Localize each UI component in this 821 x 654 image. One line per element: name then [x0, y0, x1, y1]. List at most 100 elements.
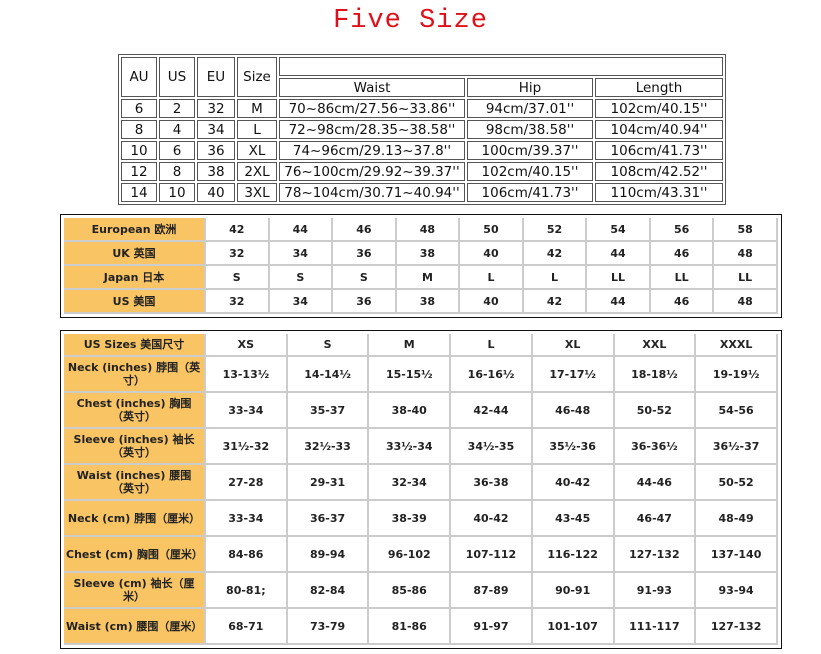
page-title: Five Size — [333, 6, 488, 36]
row-label: Neck (cm) 脖围（厘米） — [64, 501, 206, 537]
us-measurement-table: US Sizes 美国尺寸 XS S M L XL XXL XXXL Neck (inches)… — [57, 327, 785, 652]
table-cell: 19-19½ — [696, 357, 778, 393]
table-row: 14 10 40 3XL 78~104cm/30.71~40.94'' 106cm/41.… — [121, 183, 723, 202]
table-cell: 40-42 — [532, 465, 615, 501]
table-cell: 32 — [206, 242, 270, 266]
table-cell: 38 — [396, 290, 461, 314]
table-cell: 36 — [333, 242, 397, 266]
table-cell: 44 — [587, 290, 651, 314]
table-cell: 81-86 — [369, 609, 452, 645]
table-cell: 42-44 — [451, 393, 533, 429]
table-cell: 46-48 — [532, 393, 615, 429]
size-table: AU US EU Size Waist Hip Length 6 2 32 M 70~8… — [118, 54, 726, 205]
table-row: Sleeve (cm) 袖长（厘米） 80-81; 82-84 85-86 87-89 9… — [64, 573, 778, 609]
table-cell: 36 — [197, 141, 235, 160]
table-row: European 欧洲 42 44 46 48 50 52 54 56 58 — [64, 218, 778, 242]
table-cell: 85-86 — [369, 573, 452, 609]
table-cell: 2 — [159, 99, 195, 118]
table-cell: LL — [714, 266, 778, 290]
table-cell: 46 — [333, 218, 397, 242]
table-row: Neck (inches) 脖围（英寸） 13-13½ 14-14½ 15-15½ 16… — [64, 357, 778, 393]
table-cell: 54-56 — [696, 393, 778, 429]
table-row: 10 6 36 XL 74~96cm/29.13~37.8'' 100cm/39.37''… — [121, 141, 723, 160]
table-cell: 98cm/38.58'' — [467, 120, 593, 139]
table-cell: 107-112 — [451, 537, 533, 573]
table-row: 8 4 34 L 72~98cm/28.35~38.58'' 98cm/38.58'' 10… — [121, 120, 723, 139]
table-cell: 90-91 — [532, 573, 615, 609]
table-row: Sleeve (inches) 袖长（英寸） 31½-32 32½-33 33½-34… — [64, 429, 778, 465]
table-cell: 42 — [523, 242, 588, 266]
table-cell: 34 — [197, 120, 235, 139]
table-cell: 29-31 — [287, 465, 370, 501]
row-label: Japan 日本 — [64, 266, 206, 290]
table-cell: 46-47 — [614, 501, 697, 537]
header-length: Length — [595, 78, 723, 97]
table-cell: 38 — [396, 242, 461, 266]
table-cell: 102cm/40.15'' — [595, 99, 723, 118]
table-cell: 14 — [121, 183, 157, 202]
table-cell: 42 — [523, 290, 588, 314]
size-header: XXXL — [696, 334, 778, 357]
table-cell: 32 — [206, 290, 270, 314]
header-blank — [279, 57, 723, 76]
table-cell: 18-18½ — [614, 357, 697, 393]
table-cell: M — [396, 266, 461, 290]
table-cell: L — [237, 120, 277, 139]
row-label: Chest (inches) 胸围（英寸） — [64, 393, 206, 429]
header-hip: Hip — [467, 78, 593, 97]
table-cell: 100cm/39.37'' — [467, 141, 593, 160]
table-cell: 8 — [121, 120, 157, 139]
table-cell: 52 — [523, 218, 588, 242]
table-cell: 108cm/42.52'' — [595, 162, 723, 181]
row-label: Chest (cm) 胸围（厘米） — [64, 537, 206, 573]
row-label: Sleeve (cm) 袖长（厘米） — [64, 573, 206, 609]
header-us: US — [159, 57, 195, 97]
table-cell: S — [269, 266, 334, 290]
table-cell: 33-34 — [206, 393, 288, 429]
table-row: Chest (inches) 胸围（英寸） 33-34 35-37 38-40 42-4… — [64, 393, 778, 429]
table-cell: 111-117 — [614, 609, 697, 645]
table-cell: 127-132 — [696, 609, 778, 645]
table-cell: 4 — [159, 120, 195, 139]
table-cell: L — [460, 266, 524, 290]
table-cell: 106cm/41.73'' — [595, 141, 723, 160]
table-cell: 87-89 — [451, 573, 533, 609]
table-cell: 33-34 — [206, 501, 288, 537]
row-label: Neck (inches) 脖围（英寸） — [64, 357, 206, 393]
table-cell: 33½-34 — [369, 429, 452, 465]
table-cell: 16-16½ — [451, 357, 533, 393]
table-cell: 38 — [197, 162, 235, 181]
table-cell: 27-28 — [206, 465, 288, 501]
table-cell: 12 — [121, 162, 157, 181]
header-size: Size — [237, 57, 277, 97]
size-header: XS — [206, 334, 288, 357]
table-cell: 104cm/40.94'' — [595, 120, 723, 139]
table-cell: 82-84 — [287, 573, 370, 609]
row-label: Sleeve (inches) 袖长（英寸） — [64, 429, 206, 465]
table-cell: 31½-32 — [206, 429, 288, 465]
table-cell: M — [237, 99, 277, 118]
table-cell: S — [206, 266, 270, 290]
row-label: UK 英国 — [64, 242, 206, 266]
row-label: US 美国 — [64, 290, 206, 314]
table-cell: 48 — [714, 242, 778, 266]
table-cell: 40 — [197, 183, 235, 202]
row-label: Waist (cm) 腰围（厘米） — [64, 609, 206, 645]
table-cell: 46 — [650, 242, 715, 266]
table-cell: 70~86cm/27.56~33.86'' — [279, 99, 465, 118]
table-cell: 74~96cm/29.13~37.8'' — [279, 141, 465, 160]
table-row: Neck (cm) 脖围（厘米） 33-34 36-37 38-39 40-42 43-4… — [64, 501, 778, 537]
table-cell: 15-15½ — [369, 357, 452, 393]
table-cell: LL — [587, 266, 651, 290]
size-header: XL — [532, 334, 615, 357]
table-cell: 102cm/40.15'' — [467, 162, 593, 181]
table-cell: 106cm/41.73'' — [467, 183, 593, 202]
table-cell: 84-86 — [206, 537, 288, 573]
table-cell: 137-140 — [696, 537, 778, 573]
table-cell: 42 — [206, 218, 270, 242]
table-cell: 72~98cm/28.35~38.58'' — [279, 120, 465, 139]
table-cell: 40 — [460, 242, 524, 266]
table-cell: 93-94 — [696, 573, 778, 609]
international-size-table: European 欧洲 42 44 46 48 50 52 54 56 58 UK 英国 32 34 36… — [57, 211, 785, 321]
table-cell: 101-107 — [532, 609, 615, 645]
